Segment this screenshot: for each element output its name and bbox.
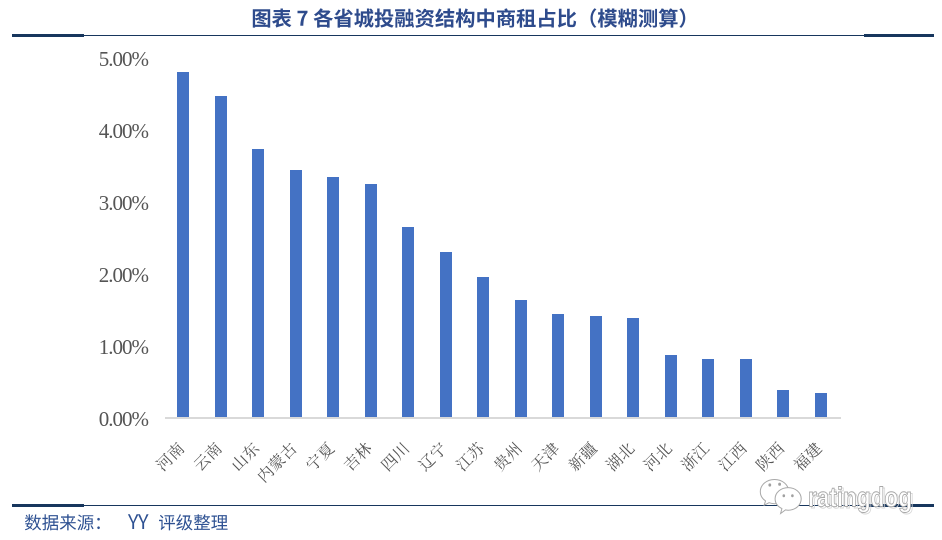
svg-text:ratingdog: ratingdog: [810, 483, 914, 514]
svg-text:ratingdog: ratingdog: [808, 481, 912, 512]
